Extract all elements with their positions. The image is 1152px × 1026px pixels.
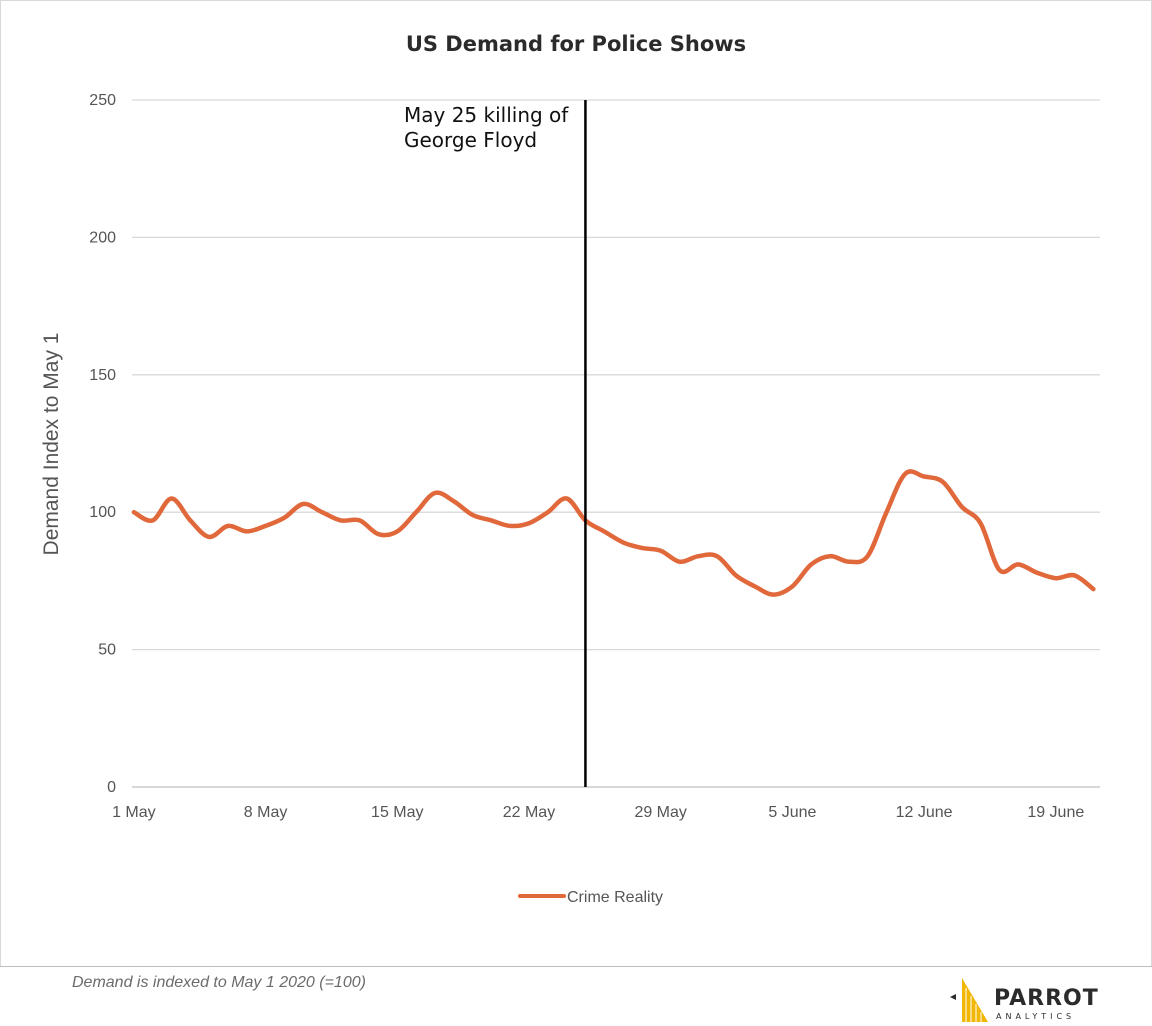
annotation-text-line2: George Floyd xyxy=(404,128,537,152)
footnote: Demand is indexed to May 1 2020 (=100) xyxy=(72,974,366,991)
series-lines xyxy=(131,469,1096,597)
parrot-analytics-logo: PARROT ANALYTICS xyxy=(944,976,1104,1024)
gridlines xyxy=(132,99,1100,788)
legend: Crime Reality xyxy=(518,889,663,906)
y-tick-label: 250 xyxy=(89,92,116,109)
top-border xyxy=(0,0,1152,1)
x-tick-labels: 1 May 8 May 15 May 22 May 29 May 5 June 12 Jun… xyxy=(112,804,1084,821)
x-tick-label: 5 June xyxy=(768,804,816,821)
logo-wordmark: PARROT xyxy=(994,986,1099,1011)
y-tick-label: 50 xyxy=(98,642,116,659)
x-tick-label: 22 May xyxy=(503,804,555,821)
annotation: May 25 killing of George Floyd xyxy=(404,100,587,787)
y-tick-label: 200 xyxy=(89,229,116,246)
y-axis-label: Demand Index to May 1 xyxy=(40,333,63,556)
x-tick-label: 1 May xyxy=(112,804,156,821)
x-tick-label: 12 June xyxy=(896,804,953,821)
chart-title: US Demand for Police Shows xyxy=(406,32,746,56)
logo-subtitle: ANALYTICS xyxy=(996,1012,1076,1021)
left-border xyxy=(0,0,1,966)
y-tick-label: 150 xyxy=(89,367,116,384)
footer-divider xyxy=(0,966,1152,967)
parrot-logo-icon xyxy=(950,978,988,1022)
x-tick-label: 29 May xyxy=(634,804,686,821)
y-tick-labels: 0 50 100 150 200 250 xyxy=(89,92,116,796)
y-tick-label: 0 xyxy=(107,779,116,796)
legend-label-crime-reality: Crime Reality xyxy=(567,889,663,906)
annotation-text-line1: May 25 killing of xyxy=(404,103,569,127)
y-tick-label: 100 xyxy=(89,504,116,521)
x-tick-label: 15 May xyxy=(371,804,423,821)
line-chart: US Demand for Police Shows Demand Index … xyxy=(40,32,1100,906)
x-tick-label: 19 June xyxy=(1027,804,1084,821)
series-line-crime-reality xyxy=(131,469,1096,597)
x-tick-label: 8 May xyxy=(244,804,288,821)
